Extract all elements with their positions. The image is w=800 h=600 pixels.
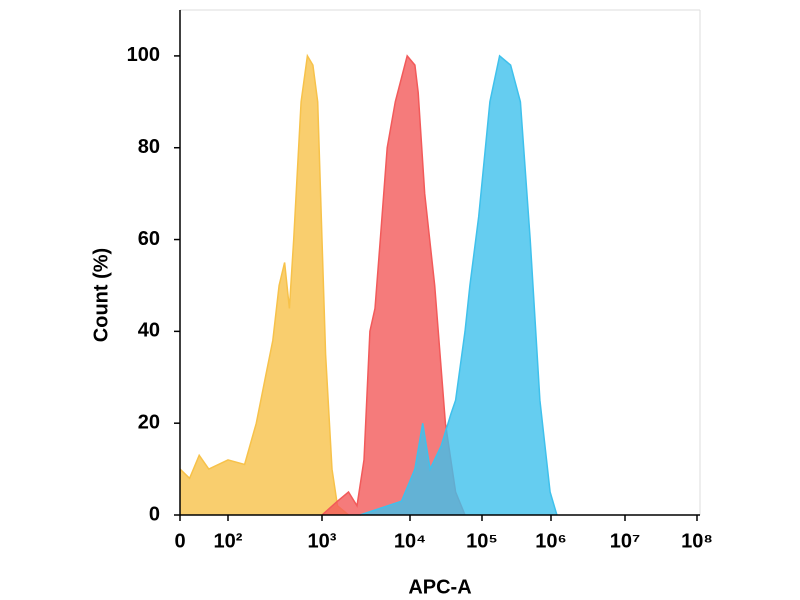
x-tick-label: 10⁸: [681, 530, 713, 552]
x-tick-label: 10⁶: [535, 530, 566, 552]
y-tick-label: 60: [138, 228, 160, 250]
x-tick-label: 10²: [214, 530, 243, 552]
x-tick-label: 0: [174, 530, 185, 552]
area-outline: [321, 54, 466, 516]
x-tick-label: 10⁵: [466, 530, 498, 552]
y-tick-label: 20: [138, 411, 160, 433]
y-tick-label: 40: [138, 320, 160, 342]
area-fill: [322, 55, 465, 516]
x-tick-label: 10⁴: [394, 530, 426, 552]
x-axis-label: APC-A: [408, 576, 471, 598]
x-tick-label: 10⁷: [610, 530, 641, 552]
area-outline: [359, 54, 558, 516]
area-fill: [180, 55, 349, 516]
y-tick-label: 80: [138, 136, 160, 158]
area-fill: [360, 55, 557, 516]
x-tick-label: 10³: [308, 530, 337, 552]
y-tick-label: 0: [149, 503, 160, 525]
y-axis-label: Count (%): [90, 248, 112, 342]
area-outline: [179, 53, 349, 516]
y-tick-label: 100: [127, 44, 160, 66]
